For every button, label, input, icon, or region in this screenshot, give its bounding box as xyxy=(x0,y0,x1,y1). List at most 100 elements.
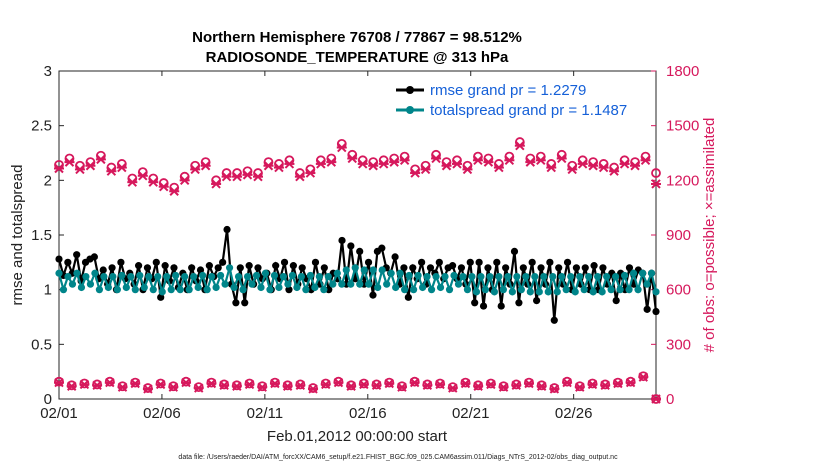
marker-assimilated xyxy=(320,379,331,390)
marker-assimilated xyxy=(95,154,106,165)
point-rmse xyxy=(90,253,98,261)
point-totalspread xyxy=(652,288,660,296)
y-tick-label-left: 2.5 xyxy=(31,118,52,135)
point-totalspread xyxy=(113,286,121,294)
point-totalspread xyxy=(616,286,624,294)
point-rmse xyxy=(55,255,63,263)
point-totalspread xyxy=(100,272,108,281)
marker-assimilated xyxy=(295,380,306,391)
x-tick-label: 02/01 xyxy=(40,405,78,422)
marker-assimilated xyxy=(598,162,609,173)
point-totalspread xyxy=(620,271,629,280)
point-rmse xyxy=(400,264,408,272)
marker-assimilated xyxy=(452,159,462,169)
marker-assimilated xyxy=(556,153,567,164)
point-totalspread xyxy=(82,272,90,281)
marker-assimilated xyxy=(587,379,598,390)
point-totalspread xyxy=(450,271,458,280)
point-totalspread xyxy=(306,271,314,280)
point-totalspread xyxy=(383,280,391,288)
point-rmse xyxy=(356,247,364,255)
point-totalspread xyxy=(208,272,216,281)
marker-assimilated xyxy=(284,159,295,169)
point-totalspread xyxy=(522,272,530,281)
point-rmse xyxy=(537,264,545,272)
marker-assimilated xyxy=(104,377,115,388)
marker-assimilated xyxy=(315,159,326,169)
y-tick-label-left: 2 xyxy=(44,172,52,189)
point-totalspread xyxy=(360,266,368,274)
point-rmse xyxy=(475,258,483,266)
point-rmse xyxy=(143,264,152,272)
point-rmse xyxy=(471,299,479,307)
plot-area xyxy=(58,70,657,400)
legend-marker-rmse xyxy=(406,86,414,94)
point-totalspread xyxy=(225,264,234,272)
point-totalspread xyxy=(513,272,521,281)
point-totalspread xyxy=(612,272,620,281)
point-totalspread xyxy=(598,288,606,296)
marker-assimilated xyxy=(435,379,446,390)
point-totalspread xyxy=(59,286,68,294)
series-layer xyxy=(54,137,661,404)
point-totalspread xyxy=(378,266,386,274)
marker-assimilated xyxy=(137,171,148,181)
point-totalspread xyxy=(122,283,130,292)
y-tick-label-left: 3 xyxy=(44,63,52,80)
y-tick-label-right: 600 xyxy=(666,282,691,299)
point-totalspread xyxy=(571,288,579,296)
point-totalspread xyxy=(234,272,243,281)
point-totalspread xyxy=(392,283,400,292)
marker-assimilated xyxy=(638,372,649,382)
point-totalspread xyxy=(243,272,252,281)
point-rmse xyxy=(298,264,306,272)
point-rmse xyxy=(404,293,412,301)
point-rmse xyxy=(612,297,620,305)
point-totalspread xyxy=(248,280,256,288)
marker-assimilated xyxy=(358,379,369,390)
marker-assimilated xyxy=(169,186,180,196)
x-tick-label: 02/06 xyxy=(143,405,181,422)
point-rmse xyxy=(285,286,293,294)
point-totalspread xyxy=(423,272,431,281)
point-rmse xyxy=(563,258,572,266)
point-totalspread xyxy=(634,286,642,294)
marker-assimilated xyxy=(168,382,179,392)
marker-assimilated xyxy=(625,377,636,388)
point-rmse xyxy=(466,258,474,266)
point-rmse xyxy=(347,242,355,250)
marker-assimilated xyxy=(422,380,433,391)
point-rmse xyxy=(418,258,426,266)
point-totalspread xyxy=(531,272,539,281)
marker-assimilated xyxy=(282,381,293,391)
legend-label-totalspread: totalspread grand pr = 1.1487 xyxy=(430,102,627,119)
legend: rmse grand pr = 1.2279 totalspread grand… xyxy=(393,78,651,122)
point-totalspread xyxy=(320,286,328,294)
marker-assimilated xyxy=(308,384,319,394)
y-tick-label-left: 1.5 xyxy=(31,227,52,244)
marker-assimilated xyxy=(630,161,641,171)
point-rmse xyxy=(409,264,417,272)
point-totalspread xyxy=(369,266,377,274)
marker-assimilated xyxy=(409,377,420,388)
marker-assimilated xyxy=(396,382,407,392)
point-totalspread xyxy=(252,271,261,280)
point-rmse xyxy=(546,258,554,266)
marker-assimilated xyxy=(273,162,284,173)
marker-assimilated xyxy=(326,157,337,167)
point-rmse xyxy=(493,258,501,266)
point-rmse xyxy=(219,258,227,266)
point-totalspread xyxy=(625,286,633,294)
point-rmse xyxy=(254,264,262,272)
point-rmse xyxy=(426,264,435,272)
marker-assimilated xyxy=(546,162,557,173)
marker-assimilated xyxy=(142,384,153,394)
point-rmse xyxy=(135,262,143,270)
point-rmse xyxy=(232,299,240,307)
point-totalspread xyxy=(432,272,440,281)
point-rmse xyxy=(99,266,107,274)
point-totalspread xyxy=(194,283,202,292)
marker-assimilated xyxy=(368,161,379,171)
point-rmse xyxy=(555,264,563,272)
marker-assimilated xyxy=(441,161,452,171)
